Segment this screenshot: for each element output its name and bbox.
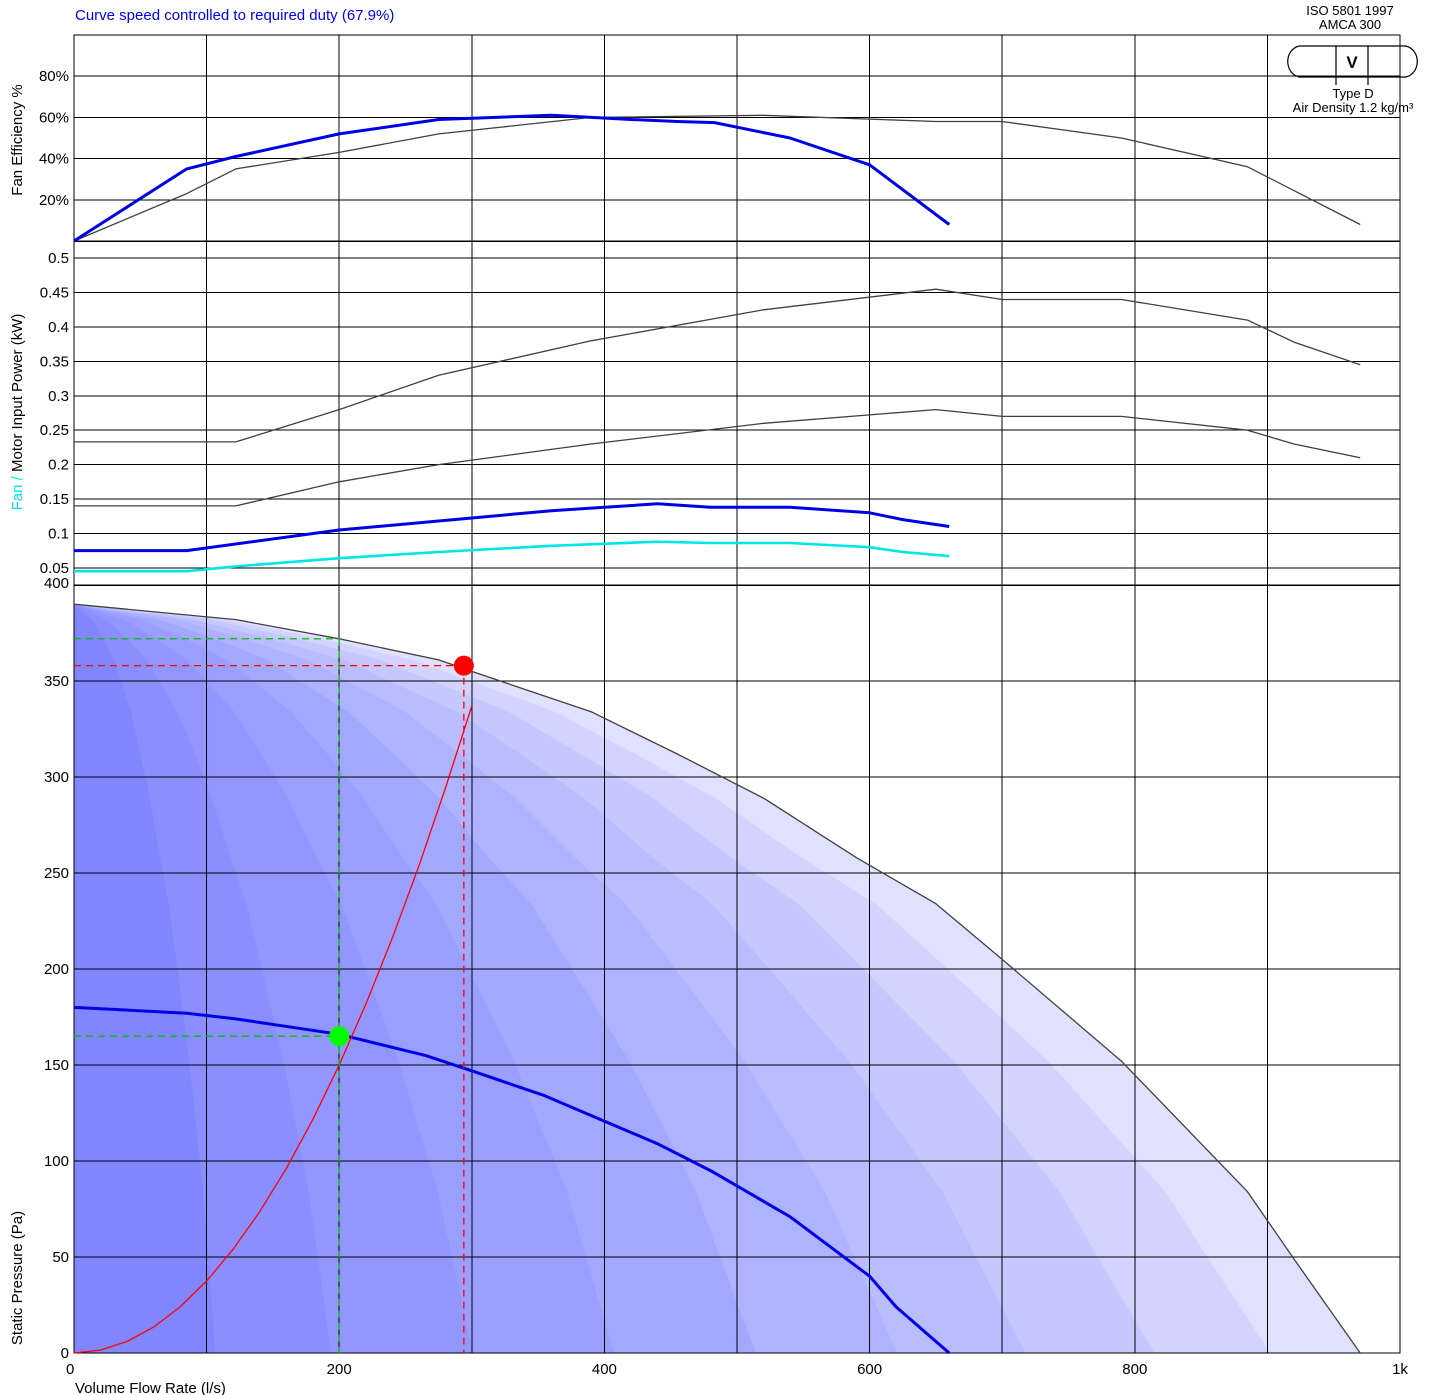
badge-duct-icon [1287, 45, 1418, 78]
power-tick-label: 0.3 [48, 388, 69, 405]
efficiency-tick-label: 80% [39, 68, 69, 85]
flow-tick-label: 800 [1122, 1361, 1147, 1378]
power-axis-label-motor: Motor Input Power (kW) [9, 314, 26, 472]
pressure-tick-label: 250 [44, 865, 69, 882]
operating-point-marker [329, 1026, 350, 1047]
power-tick-label: 0.05 [40, 560, 69, 577]
efficiency-tick-label: 20% [39, 192, 69, 209]
flow-tick-label: 400 [592, 1361, 617, 1378]
plot-frame [73, 34, 1401, 1354]
chart-title: Curve speed controlled to required duty … [75, 7, 395, 24]
pressure-tick-label: 50 [52, 1249, 69, 1266]
power-tick-label: 0.2 [48, 457, 69, 474]
power-tick-label: 0.35 [40, 353, 69, 370]
power-axis-label-fan: Fan [9, 485, 26, 511]
envelope-band-8 [74, 604, 332, 1353]
power-axis-label-separator: / [9, 472, 26, 485]
pressure-tick-label: 400 [44, 575, 69, 592]
badge-density-line: Air Density 1.2 kg/m³ [1293, 100, 1414, 115]
efficiency-tick-label: 60% [39, 109, 69, 126]
badge-standard-line-1: ISO 5801 1997 [1306, 3, 1393, 18]
pressure-axis-label: Static Pressure (Pa) [9, 1211, 26, 1345]
power-tick-label: 0.15 [40, 491, 69, 508]
power-tick-label: 0.45 [40, 285, 69, 302]
efficiency-full-speed-curve [73, 114, 1361, 242]
power-tick-label: 0.5 [48, 250, 69, 267]
pressure-full-speed-curve [73, 603, 1361, 1354]
flow-tick-label: 1k [1392, 1361, 1408, 1378]
envelope-band-9 [74, 604, 216, 1353]
pressure-controlled-curve [73, 1005, 951, 1355]
pressure-tick-label: 200 [44, 961, 69, 978]
flow-axis-label: Volume Flow Rate (l/s) [75, 1380, 226, 1395]
badge-symbol: V [1346, 53, 1358, 72]
pressure-tick-label: 100 [44, 1153, 69, 1170]
envelope-band-2 [74, 604, 1155, 1353]
pressure-tick-label: 300 [44, 769, 69, 786]
pressure-tick-label: 150 [44, 1057, 69, 1074]
power-controlled-fan-curve [74, 540, 950, 573]
power-axis-label: Fan / Motor Input Power (kW) [9, 314, 26, 511]
pressure-tick-label: 0 [61, 1345, 69, 1362]
power-tick-label: 0.1 [48, 525, 69, 542]
efficiency-axis-label: Fan Efficiency % [9, 84, 26, 195]
envelope-band-1 [74, 604, 1271, 1353]
efficiency-tick-label: 40% [39, 151, 69, 168]
power-controlled-motor-curve [74, 502, 950, 553]
operating-envelope-fill [74, 604, 1361, 1353]
envelope-band-3 [74, 604, 1026, 1353]
power-full-speed-motor-curve [74, 288, 1361, 443]
envelope-band-4 [74, 604, 898, 1353]
envelope-band-5 [74, 604, 756, 1353]
efficiency-controlled-curve [73, 113, 951, 243]
badge-standard-line-2: AMCA 300 [1319, 17, 1381, 32]
duty-point-marker [453, 655, 474, 676]
envelope-band-6 [74, 604, 615, 1353]
flow-tick-label: 200 [327, 1361, 352, 1378]
flow-tick-label: 600 [857, 1361, 882, 1378]
envelope-band-7 [74, 604, 473, 1353]
power-full-speed-fan-curve [74, 408, 1361, 507]
flow-tick-label: 0 [66, 1361, 74, 1378]
pressure-system-curve-curve [73, 705, 473, 1354]
badge-type-line: Type D [1332, 86, 1373, 101]
power-tick-label: 0.25 [40, 422, 69, 439]
power-tick-label: 0.4 [48, 319, 69, 336]
pressure-tick-label: 350 [44, 673, 69, 690]
